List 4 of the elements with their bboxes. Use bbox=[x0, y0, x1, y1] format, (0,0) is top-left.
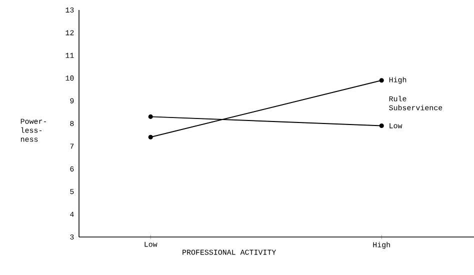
point bbox=[148, 134, 153, 140]
point bbox=[379, 78, 384, 83]
point bbox=[148, 114, 153, 119]
point bbox=[379, 123, 384, 128]
